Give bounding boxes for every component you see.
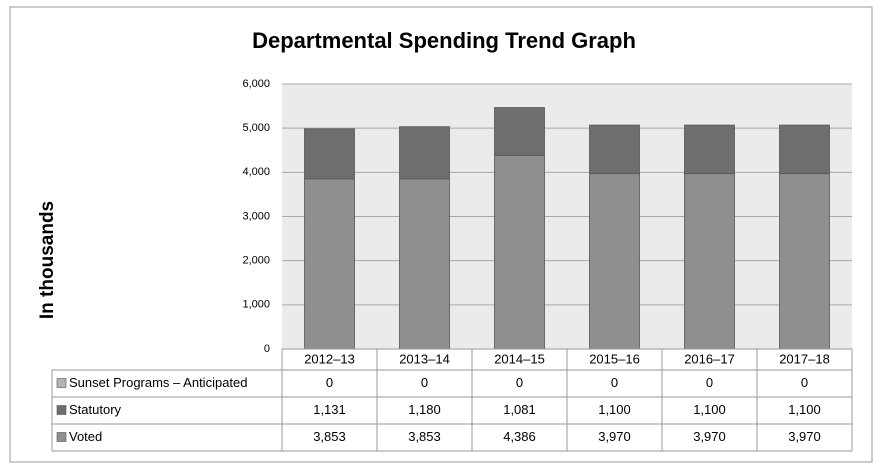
y-axis-label: In thousands — [37, 201, 58, 319]
table-value: 0 — [706, 375, 713, 390]
bar-segment — [494, 154, 545, 350]
legend-swatch — [56, 405, 67, 415]
legend-swatch — [56, 378, 67, 388]
x-tick-label: 2015–16 — [589, 351, 640, 366]
bar-segment — [779, 124, 830, 175]
table-value: 1,131 — [313, 402, 346, 417]
table-value: 0 — [611, 375, 618, 390]
table-value: 0 — [326, 375, 333, 390]
table-value: 1,180 — [408, 402, 441, 417]
legend-swatch — [56, 432, 67, 442]
bar-segment — [494, 107, 545, 156]
legend-label: Voted — [69, 429, 102, 444]
x-tick-label: 2012–13 — [304, 351, 355, 366]
table-value: 3,970 — [788, 429, 821, 444]
y-tick-label: 0 — [264, 343, 270, 355]
table-value: 3,853 — [313, 429, 346, 444]
legend-label: Sunset Programs – Anticipated — [69, 375, 248, 390]
x-tick-label: 2017–18 — [779, 351, 830, 366]
table-value: 1,100 — [598, 402, 631, 417]
y-tick-label: 5,000 — [242, 122, 270, 134]
y-tick-label: 6,000 — [242, 78, 270, 90]
table-value: 0 — [421, 375, 428, 390]
table-value: 3,853 — [408, 429, 441, 444]
table-value: 0 — [516, 375, 523, 390]
x-tick-label: 2014–15 — [494, 351, 545, 366]
table-value: 4,386 — [503, 429, 536, 444]
bar-segment — [684, 173, 735, 350]
bar-segment — [399, 178, 450, 350]
chart-title: Departmental Spending Trend Graph — [252, 28, 636, 53]
bar-segment — [779, 173, 830, 350]
table-value: 3,970 — [693, 429, 726, 444]
bar-segment — [304, 128, 355, 180]
y-tick-label: 2,000 — [242, 255, 270, 267]
table-value: 1,081 — [503, 402, 536, 417]
bar-segment — [589, 173, 640, 350]
legend-label: Statutory — [69, 402, 122, 417]
table-value: 0 — [801, 375, 808, 390]
table-value: 1,100 — [788, 402, 821, 417]
x-tick-label: 2013–14 — [399, 351, 450, 366]
x-tick-label: 2016–17 — [684, 351, 735, 366]
y-tick-label: 3,000 — [242, 210, 270, 222]
bar-segment — [304, 178, 355, 350]
bar-segment — [589, 124, 640, 175]
y-tick-label: 1,000 — [242, 299, 270, 311]
table-value: 1,100 — [693, 402, 726, 417]
y-tick-label: 4,000 — [242, 166, 270, 178]
bar-segment — [399, 126, 450, 180]
bar-segment — [684, 124, 735, 175]
table-value: 3,970 — [598, 429, 631, 444]
